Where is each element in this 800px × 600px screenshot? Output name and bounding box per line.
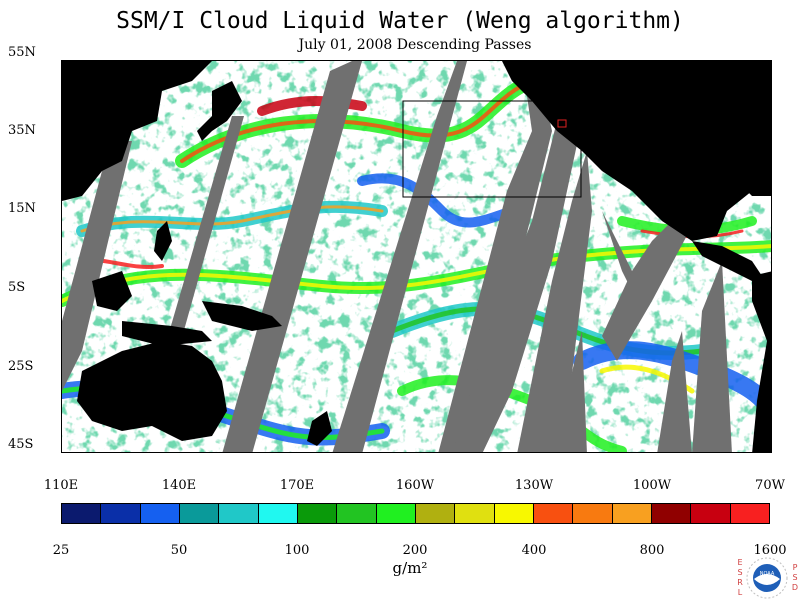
land-mass: [62, 61, 212, 201]
missing-swath: [438, 61, 552, 452]
land-mass: [197, 81, 242, 141]
lon-label: 140E: [161, 478, 197, 493]
land-mass: [154, 221, 172, 261]
cloud-band: [357, 173, 517, 228]
logo-letter: S: [737, 568, 743, 577]
land-mass: [502, 61, 771, 241]
colorbar-swatch: [415, 504, 456, 523]
colorbar-swatch: [297, 504, 338, 523]
missing-swath: [222, 61, 362, 452]
cloud-band: [80, 205, 384, 233]
logo-letter: D: [791, 583, 799, 592]
colorbar-swatch: [337, 504, 377, 523]
land-masses: [62, 61, 771, 452]
colorbar-swatch: [651, 504, 692, 523]
lon-label: 70W: [755, 478, 785, 493]
colorbar-swatch: [101, 504, 141, 523]
map-title: SSM/I Cloud Liquid Water (Weng algorithm…: [116, 8, 684, 34]
lat-label: 45S: [8, 437, 34, 452]
colorbar-swatch: [219, 504, 259, 523]
lon-label: 170E: [279, 478, 315, 493]
logo-letter: P: [792, 563, 798, 572]
lon-label: 100W: [632, 478, 672, 493]
missing-swath: [602, 211, 692, 361]
logo-letter: R: [737, 578, 743, 587]
colorbar-swatch: [573, 504, 613, 523]
land-mass: [92, 271, 132, 311]
colorbar-tick-label: 800: [639, 543, 665, 558]
colorbar-tick-label: 400: [521, 543, 547, 558]
noaa-text: NOAA: [760, 571, 775, 577]
colorbar-swatch: [376, 504, 416, 523]
lon-label: 160W: [395, 478, 435, 493]
missing-swath: [657, 331, 692, 452]
cloud-band: [257, 96, 367, 116]
missing-swath: [517, 151, 592, 452]
land-mass: [692, 241, 762, 281]
colorbar-swatch: [494, 504, 534, 523]
colorbar-swatch: [258, 504, 298, 523]
colorbar-swatch: [730, 504, 769, 523]
units-label: g/m²: [392, 559, 428, 577]
colorbar-tick-label: 200: [402, 543, 428, 558]
missing-swath: [692, 261, 732, 452]
colorbar-tick-label: 25: [52, 543, 70, 558]
lon-label: 130W: [514, 478, 554, 493]
land-mass: [307, 411, 332, 446]
land-mass: [122, 321, 212, 346]
missing-swath: [62, 141, 132, 391]
colorbar: [61, 503, 770, 524]
lat-label: 25S: [8, 359, 34, 374]
cloud-water-map: [61, 60, 772, 453]
land-mass: [77, 341, 227, 441]
logo-letter: L: [737, 588, 743, 597]
colorbar-swatch: [533, 504, 574, 523]
logo-letter: S: [792, 573, 798, 582]
lat-label: 55N: [8, 45, 36, 60]
missing-swath: [552, 331, 587, 452]
colorbar-swatch: [179, 504, 220, 523]
colorbar-swatch: [140, 504, 180, 523]
land-mass: [752, 271, 771, 452]
cloud-band: [180, 79, 534, 163]
marker-box: [557, 119, 567, 128]
lon-label: 110E: [43, 478, 79, 493]
lat-label: 35N: [8, 123, 36, 138]
missing-swath: [332, 61, 467, 452]
land-mass: [202, 301, 282, 331]
region-box: [402, 100, 582, 198]
colorbar-swatch: [612, 504, 652, 523]
lat-label: 15N: [8, 201, 36, 216]
colorbar-swatch: [455, 504, 495, 523]
colorbar-tick-label: 50: [170, 543, 188, 558]
missing-swath: [152, 116, 244, 391]
map-canvas: [62, 61, 771, 452]
lat-label: 5S: [8, 280, 26, 295]
land-mass: [742, 181, 771, 196]
colorbar-swatch: [691, 504, 731, 523]
colorbar-tick-label: 100: [284, 543, 310, 558]
logo-letter: E: [737, 558, 743, 567]
missing-swaths: [62, 61, 732, 452]
map-subtitle: July 01, 2008 Descending Passes: [298, 37, 532, 53]
colorbar-swatch: [62, 504, 102, 523]
missing-swath: [452, 101, 582, 452]
colorbar-tick-label: 1600: [753, 543, 787, 558]
